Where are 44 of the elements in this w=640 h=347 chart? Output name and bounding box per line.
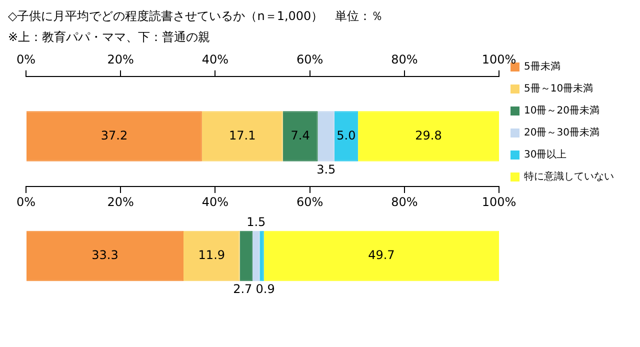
data-label: 29.8	[415, 128, 442, 142]
bar	[26, 230, 184, 282]
data-label: 11.9	[198, 248, 226, 262]
bar	[264, 230, 499, 282]
chart-subtitle: ※上：教育パパ・ママ、下：普通の親	[8, 29, 212, 46]
x2-tick-label: 100%	[482, 194, 516, 209]
x2-tick-label: 80%	[391, 194, 418, 209]
bar	[202, 111, 283, 162]
data-label: 17.1	[229, 128, 256, 142]
bar	[26, 111, 202, 162]
data-label: 2.7	[233, 282, 252, 296]
bar	[184, 230, 240, 282]
x-tick-label: 60%	[296, 52, 324, 66]
chart-title: ◇子供に月平均でどの程度読書させているか（n＝1,000） 単位：％	[8, 8, 384, 25]
bar	[358, 111, 499, 162]
x2-tick-label: 20%	[107, 194, 134, 209]
x-tick-label: 100%	[482, 52, 516, 66]
data-label: 7.4	[290, 128, 310, 142]
x-tick-label: 0%	[16, 52, 36, 66]
data-label: 33.3	[92, 248, 118, 262]
legend-label: 10冊～20冊未満	[524, 104, 600, 117]
x2-tick-label: 60%	[296, 194, 324, 209]
legend-label: 20冊～30冊未満	[524, 126, 600, 139]
bar	[334, 111, 358, 162]
legend-label: 特に意識していない	[524, 170, 614, 183]
legend-label: 30冊以上	[524, 148, 567, 161]
data-label: 37.2	[100, 128, 128, 142]
data-label: 0.9	[256, 282, 275, 296]
data-label: 49.7	[368, 248, 395, 262]
legend-label: 5冊～10冊未満	[524, 82, 594, 95]
data-label: 5.0	[336, 128, 356, 142]
bar	[252, 230, 260, 282]
x2-tick-label: 0%	[16, 194, 36, 209]
bar	[240, 230, 253, 282]
data-label: 3.5	[316, 162, 336, 177]
legend-label: 5冊未満	[524, 60, 560, 73]
x-tick-label: 80%	[391, 52, 418, 66]
x-tick-label: 20%	[107, 52, 134, 66]
bar	[282, 111, 318, 162]
data-label: 1.5	[246, 214, 266, 229]
x2-tick-label: 40%	[202, 194, 229, 209]
bar	[260, 230, 264, 282]
bar	[318, 111, 334, 162]
x-tick-label: 40%	[202, 52, 229, 66]
